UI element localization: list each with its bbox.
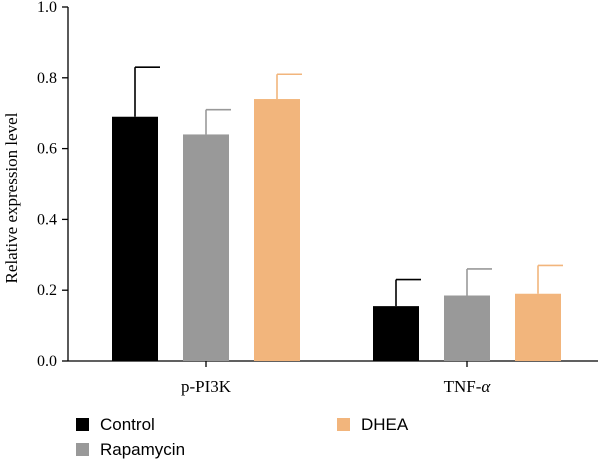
bar-dhea-2: [515, 293, 561, 361]
bar-dhea-1: [254, 99, 300, 361]
y-tick-label: 0.0: [37, 353, 57, 370]
y-tick-label: 0.2: [37, 282, 57, 299]
y-tick-label: 0.8: [37, 70, 57, 87]
bar-rapamycin-2: [444, 295, 490, 361]
bar-rapamycin-1: [183, 134, 229, 361]
x-tick-label: TNF-α: [444, 377, 492, 396]
chart-bars: [112, 66, 563, 362]
y-tick-label: 0.6: [37, 141, 57, 158]
y-tick-label: 0.4: [37, 211, 57, 228]
bar-control-2: [373, 306, 419, 361]
legend-label-rapamycin: Rapamycin: [100, 440, 185, 459]
y-axis-title: Relative expression level: [2, 112, 21, 283]
bar-control-1: [112, 116, 158, 362]
legend-label-control: Control: [100, 415, 155, 434]
legend-swatch-rapamycin: [76, 443, 89, 456]
legend-swatch-dhea: [337, 418, 350, 431]
x-tick-label: p-PI3K: [181, 377, 232, 396]
x-axis-labels: p-PI3K TNF-α: [181, 361, 491, 396]
legend-label-dhea: DHEA: [361, 415, 409, 434]
legend-swatch-control: [76, 418, 89, 431]
legend: Control Rapamycin DHEA: [76, 415, 409, 459]
y-tick-label: 1.0: [37, 0, 57, 16]
